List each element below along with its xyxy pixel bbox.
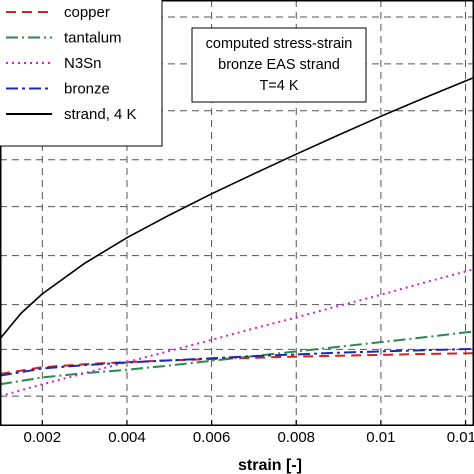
series-line-strand-4-k xyxy=(0,76,474,340)
series-line-bronze xyxy=(0,347,474,377)
legend-label-3: bronze xyxy=(64,81,110,98)
plot-frame xyxy=(0,0,474,426)
series-lines xyxy=(0,76,474,398)
x-tick-label-1: 0.004 xyxy=(108,429,146,446)
legend-label-2: N3Sn xyxy=(64,55,102,72)
series-line-n3sn xyxy=(0,268,474,398)
chart-title-box: computed stress-strain bronze EAS strand… xyxy=(191,27,367,103)
series-line-copper xyxy=(0,352,474,375)
series-line-tantalum xyxy=(0,330,474,386)
chart-title-line-3: T=4 K xyxy=(259,78,298,94)
x-tick-label-2: 0.006 xyxy=(193,429,231,446)
grid-lines xyxy=(0,0,474,426)
legend-label-0: copper xyxy=(64,4,110,21)
title-box xyxy=(191,27,367,103)
x-tick-label-4: 0.01 xyxy=(366,429,395,446)
legend: copper tantalum N3Sn bronze strand, 4 K xyxy=(0,0,163,147)
chart-title-line-1: computed stress-strain xyxy=(206,36,353,52)
legend-label-1: tantalum xyxy=(64,30,122,47)
x-tick-label-3: 0.008 xyxy=(277,429,315,446)
x-tick-label-0: 0.002 xyxy=(24,429,62,446)
x-axis-label: strain [-] xyxy=(238,457,302,474)
x-tick-label-5: 0.012 xyxy=(447,429,474,446)
legend-label-4: strand, 4 K xyxy=(64,106,137,123)
legend-box xyxy=(0,0,163,147)
x-ticks: 0.002 0.004 0.006 0.008 0.01 0.012 xyxy=(24,420,474,446)
chart-title-line-2: bronze EAS strand xyxy=(218,57,340,73)
